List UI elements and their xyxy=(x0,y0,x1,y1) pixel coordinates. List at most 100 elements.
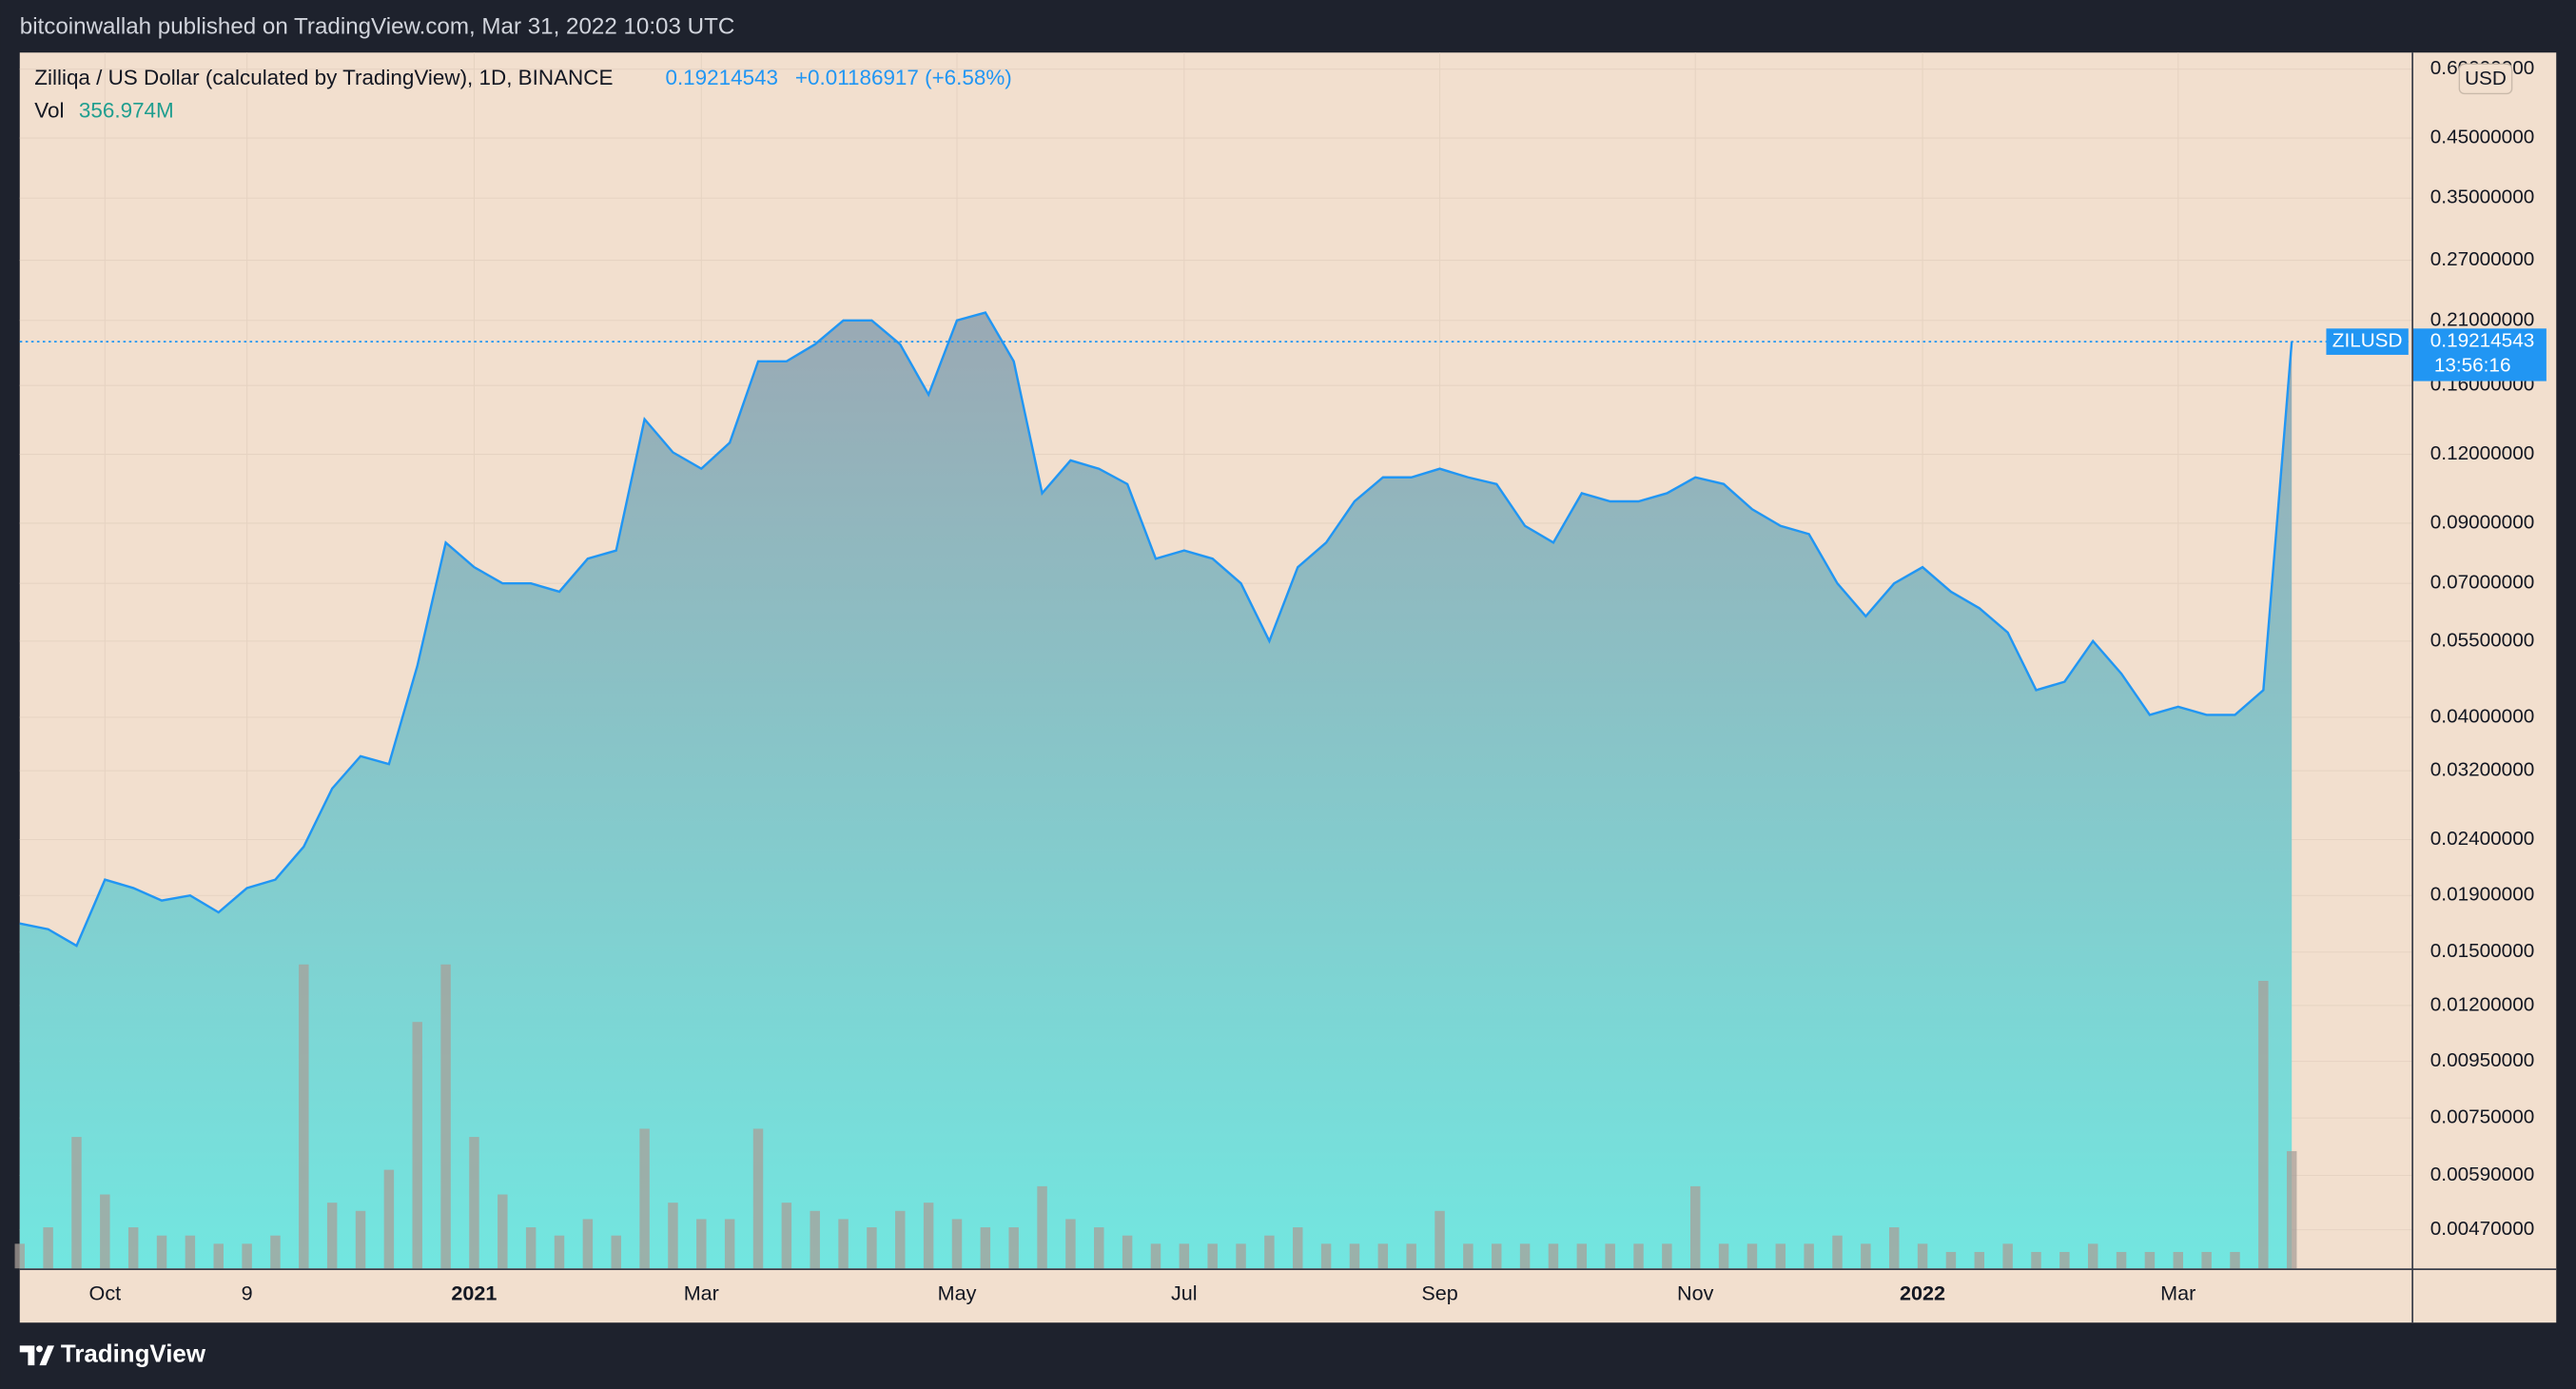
logo-icon xyxy=(19,1345,55,1366)
volume-bar xyxy=(2173,1251,2183,1269)
y-tick-label: 0.05500000 xyxy=(2430,629,2534,651)
volume-bar xyxy=(923,1203,934,1269)
volume-bar xyxy=(383,1169,395,1269)
y-tick-label: 0.04000000 xyxy=(2430,705,2534,727)
price-area xyxy=(19,312,2293,1269)
volume-bar xyxy=(696,1219,707,1269)
price-tag xyxy=(2412,328,2547,381)
volume-bar xyxy=(127,1227,139,1269)
volume-bar xyxy=(1945,1251,1957,1269)
volume-bar xyxy=(498,1194,508,1269)
volume-bar xyxy=(71,1137,82,1269)
volume-bar xyxy=(525,1227,537,1269)
volume-bar xyxy=(270,1235,281,1269)
publish-info: bitcoinwallah published on TradingView.c… xyxy=(20,14,735,40)
volume-bar xyxy=(2201,1251,2212,1269)
volume-bar xyxy=(355,1210,366,1269)
volume-bar xyxy=(895,1210,906,1269)
logo-dot xyxy=(36,1345,43,1353)
price-tag-value: 0.19214543 xyxy=(2430,330,2534,352)
volume-bar xyxy=(781,1203,792,1269)
volume-bar xyxy=(1775,1243,1786,1269)
volume-bar xyxy=(1094,1227,1104,1269)
y-tick-label: 0.09000000 xyxy=(2430,511,2534,533)
currency-label: USD xyxy=(2465,68,2507,89)
volume-value: 356.974M xyxy=(79,98,174,122)
volume-bar xyxy=(582,1219,594,1269)
x-tick-label: 2021 xyxy=(451,1281,497,1305)
volume-bar xyxy=(639,1128,650,1269)
volume-bar xyxy=(2230,1251,2240,1269)
symbol-title: Zilliqa / US Dollar (calculated by Tradi… xyxy=(34,66,613,89)
y-tick-label: 0.00750000 xyxy=(2430,1106,2534,1128)
volume-bar xyxy=(1690,1185,1701,1269)
y-tick-label: 0.00590000 xyxy=(2430,1164,2534,1185)
brand-logo: TradingView xyxy=(19,1341,206,1368)
y-tick-label: 0.01500000 xyxy=(2430,940,2534,962)
volume-bar xyxy=(1548,1243,1559,1269)
volume-bar xyxy=(1150,1243,1161,1269)
y-tick-label: 0.00470000 xyxy=(2430,1218,2534,1240)
volume-bar xyxy=(2258,981,2269,1269)
price-tag-countdown: 13:56:16 xyxy=(2434,355,2511,377)
plot xyxy=(14,52,2412,1269)
volume-bar xyxy=(1576,1243,1588,1269)
y-tick-label: 0.03200000 xyxy=(2430,759,2534,781)
y-tick-label: 0.35000000 xyxy=(2430,186,2534,208)
volume-bar xyxy=(1349,1243,1360,1269)
x-tick-label: Oct xyxy=(89,1281,122,1305)
y-tick-label: 0.07000000 xyxy=(2430,572,2534,594)
volume-bar xyxy=(724,1219,735,1269)
volume-bar xyxy=(1519,1243,1531,1269)
volume-bar xyxy=(1492,1243,1502,1269)
volume-bar xyxy=(611,1235,621,1269)
volume-bar xyxy=(752,1128,764,1269)
volume-bar xyxy=(1293,1227,1303,1269)
volume-bar xyxy=(1832,1235,1843,1269)
brand-name: TradingView xyxy=(61,1341,206,1368)
y-tick-label: 0.01200000 xyxy=(2430,993,2534,1015)
x-tick-label: 9 xyxy=(242,1281,253,1305)
volume-bar xyxy=(326,1203,338,1269)
volume-bar xyxy=(2031,1251,2041,1269)
volume-bar xyxy=(2116,1251,2127,1269)
x-tick-label: Mar xyxy=(2160,1281,2195,1305)
volume-bar xyxy=(412,1022,422,1269)
volume-bar xyxy=(1434,1210,1445,1269)
volume-bar xyxy=(1463,1243,1473,1269)
y-tick-label: 0.02400000 xyxy=(2430,828,2534,850)
volume-bar xyxy=(469,1137,479,1269)
volume-bar xyxy=(2286,1150,2297,1269)
price-line xyxy=(19,311,2293,948)
currency-box xyxy=(2458,63,2513,95)
volume-legend: Vol xyxy=(34,98,64,122)
volume-bar xyxy=(2002,1243,2013,1269)
y-tick-label: 0.45000000 xyxy=(2430,127,2534,148)
volume-bar xyxy=(1605,1243,1615,1269)
header-change: +0.01186917 (+6.58%) xyxy=(795,66,1012,89)
volume-bar xyxy=(980,1227,991,1269)
volume-bar xyxy=(1662,1243,1672,1269)
x-tick-label: Mar xyxy=(684,1281,719,1305)
volume-bar xyxy=(299,964,309,1269)
x-tick-label: Nov xyxy=(1677,1281,1714,1305)
volume-bar xyxy=(838,1219,849,1269)
symbol-tag-label: ZILUSD xyxy=(2332,330,2403,352)
volume-bar xyxy=(1917,1243,1928,1269)
symbol-tag xyxy=(2326,328,2409,355)
volume-bar xyxy=(1804,1243,1814,1269)
volume-bar xyxy=(1122,1235,1133,1269)
volume-bar xyxy=(1264,1235,1275,1269)
volume-bar xyxy=(14,1243,25,1269)
volume-bar xyxy=(1718,1243,1729,1269)
volume-bar xyxy=(1888,1227,1900,1269)
volume-bar xyxy=(1974,1251,1985,1269)
volume-bar xyxy=(156,1235,167,1269)
volume-bar xyxy=(1008,1227,1019,1269)
volume-bar xyxy=(1320,1243,1332,1269)
header-price: 0.19214543 xyxy=(665,66,778,89)
volume-bar xyxy=(213,1243,224,1269)
volume-bar xyxy=(43,1227,53,1269)
